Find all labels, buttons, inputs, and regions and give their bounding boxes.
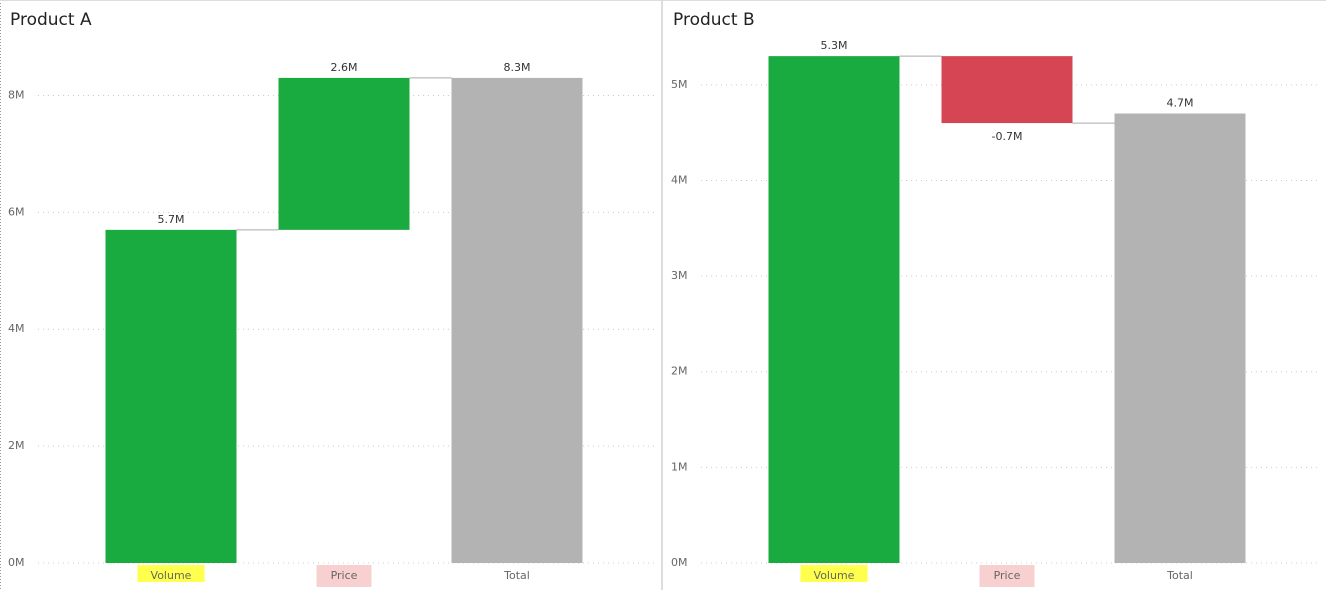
x-tick-label: Total [1166, 569, 1193, 582]
y-tick-label: 8M [8, 88, 25, 101]
bar [451, 77, 583, 564]
y-tick-label: 0M [8, 556, 25, 569]
x-tick-label: Volume [151, 569, 192, 582]
y-tick-label: 2M [8, 439, 25, 452]
y-tick-label: 5M [671, 78, 688, 91]
y-tick-label: 2M [671, 365, 688, 378]
bar [278, 77, 410, 230]
data-label: 8.3M [504, 61, 531, 74]
chart-title: Product B [673, 10, 755, 30]
y-tick-label: 4M [8, 322, 25, 335]
category-highlight [979, 565, 1035, 587]
x-tick-label: Price [994, 569, 1021, 582]
chart-panel: Product A 0M 2M 4M 6M 8M 5.7M Volume 2.6M Price 8.… [8, 10, 655, 587]
y-tick-label: 6M [8, 205, 25, 218]
category-highlight [316, 565, 372, 587]
bar [941, 56, 1073, 124]
bar [768, 56, 900, 564]
chart-title: Product A [10, 10, 92, 30]
data-label: 4.7M [1167, 97, 1194, 110]
y-tick-label: 3M [671, 269, 688, 282]
data-label: -0.7M [992, 130, 1023, 143]
x-tick-label: Volume [814, 569, 855, 582]
category-highlight [137, 565, 205, 582]
y-tick-label: 1M [671, 460, 688, 473]
data-label: 5.3M [821, 39, 848, 52]
data-label: 2.6M [331, 61, 358, 74]
y-tick-label: 4M [671, 173, 688, 186]
x-tick-label: Price [331, 569, 358, 582]
bar [1114, 113, 1246, 563]
x-tick-label: Total [503, 569, 530, 582]
y-tick-label: 0M [671, 556, 688, 569]
category-highlight [800, 565, 868, 582]
chart-panel: Product B 0M 1M 2M 3M 4M 5M 5.3M Volume -0.7M Pric… [671, 10, 1318, 587]
data-label: 5.7M [158, 213, 185, 226]
bar [105, 229, 237, 563]
